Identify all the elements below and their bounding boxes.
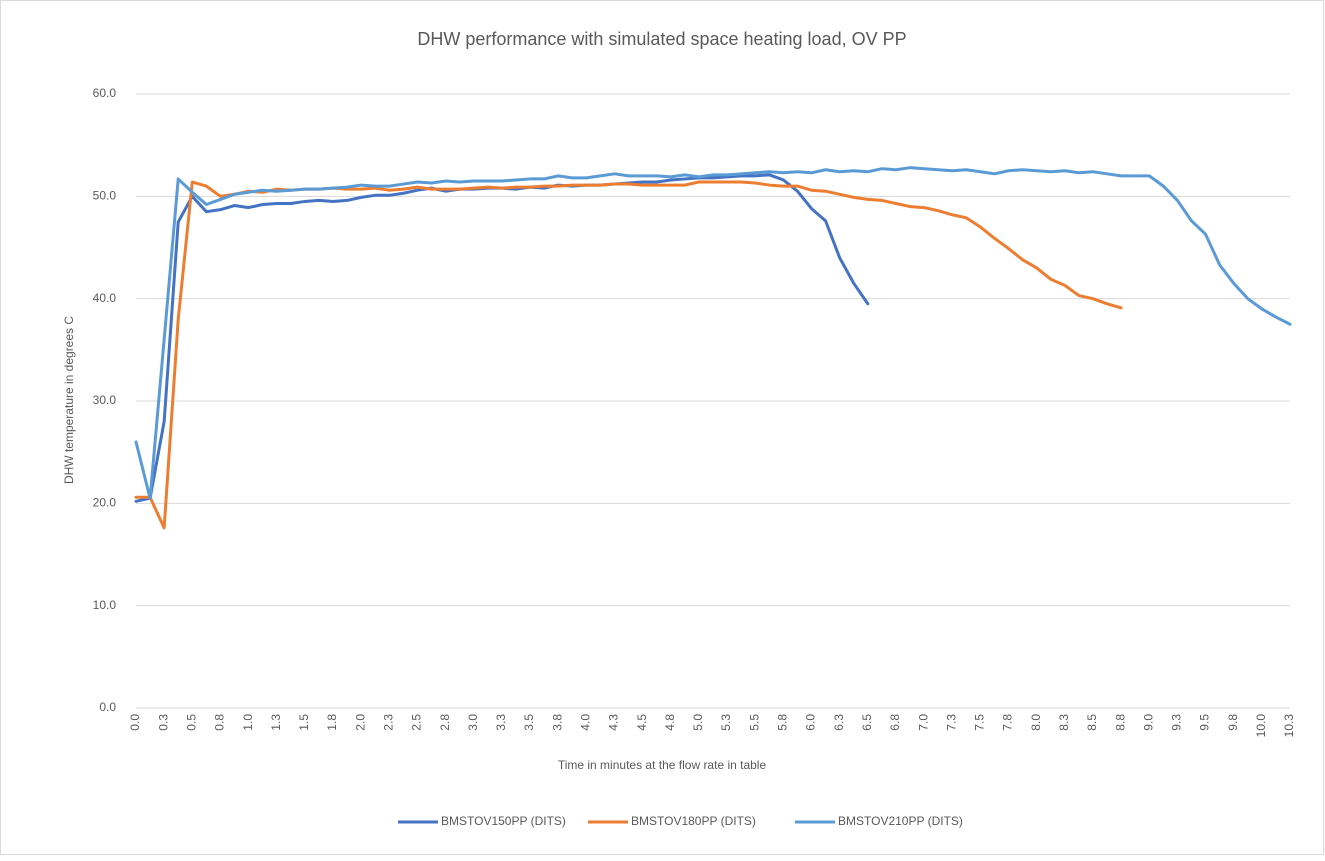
x-tick-label: 7.8 (1001, 714, 1015, 731)
x-tick-label: 7.3 (944, 714, 958, 731)
x-tick-label: 2.5 (410, 714, 424, 731)
x-tick-label: 4.5 (635, 714, 649, 731)
x-tick-label: 1.5 (297, 714, 311, 731)
legend-label: BMSTOV150PP (DITS) (441, 814, 566, 828)
x-tick-label: 6.0 (804, 714, 818, 731)
x-tick-label: 9.5 (1198, 714, 1212, 731)
x-tick-label: 0.8 (213, 714, 227, 731)
x-tick-label: 10.3 (1282, 714, 1296, 738)
x-tick-label: 4.0 (579, 714, 593, 731)
y-axis-title: DHW temperature in degrees C (62, 316, 76, 484)
x-tick-label: 2.8 (438, 714, 452, 731)
legend-label: BMSTOV210PP (DITS) (838, 814, 963, 828)
x-tick-label: 4.3 (607, 714, 621, 731)
x-tick-label: 5.8 (776, 714, 790, 731)
x-tick-label: 0.5 (184, 714, 198, 731)
x-tick-label: 1.3 (269, 714, 283, 731)
x-tick-label: 0.0 (128, 714, 142, 731)
x-tick-label: 9.0 (1141, 714, 1155, 731)
y-tick-label: 60.0 (93, 86, 117, 100)
x-tick-label: 4.8 (663, 714, 677, 731)
x-tick-label: 3.0 (466, 714, 480, 731)
y-tick-label: 50.0 (93, 189, 117, 203)
x-tick-label: 6.5 (860, 714, 874, 731)
y-tick-label: 10.0 (93, 598, 117, 612)
x-tick-label: 1.0 (241, 714, 255, 731)
x-tick-label: 6.8 (888, 714, 902, 731)
x-axis-title: Time in minutes at the flow rate in tabl… (558, 758, 767, 772)
x-tick-label: 3.3 (494, 714, 508, 731)
y-tick-label: 0.0 (99, 700, 116, 714)
x-tick-label: 8.0 (1029, 714, 1043, 731)
x-tick-label: 5.3 (719, 714, 733, 731)
x-tick-label: 10.0 (1254, 714, 1268, 738)
x-tick-label: 2.3 (381, 714, 395, 731)
x-tick-label: 2.0 (353, 714, 367, 731)
x-tick-label: 9.8 (1226, 714, 1240, 731)
legend-label: BMSTOV180PP (DITS) (631, 814, 756, 828)
y-tick-label: 20.0 (93, 496, 117, 510)
x-tick-label: 7.0 (916, 714, 930, 731)
y-tick-label: 40.0 (93, 291, 117, 305)
x-tick-label: 3.5 (522, 714, 536, 731)
x-tick-label: 0.3 (156, 714, 170, 731)
x-tick-label: 8.3 (1057, 714, 1071, 731)
y-tick-label: 30.0 (93, 393, 117, 407)
x-tick-label: 8.5 (1085, 714, 1099, 731)
x-tick-label: 8.8 (1113, 714, 1127, 731)
x-tick-label: 5.5 (747, 714, 761, 731)
x-tick-label: 5.0 (691, 714, 705, 731)
x-tick-label: 7.5 (973, 714, 987, 731)
x-tick-label: 3.8 (550, 714, 564, 731)
series-line (134, 166, 1292, 500)
x-tick-label: 6.3 (832, 714, 846, 731)
x-tick-label: 1.8 (325, 714, 339, 731)
chart-title: DHW performance with simulated space hea… (417, 29, 906, 49)
x-tick-label: 9.3 (1170, 714, 1184, 731)
